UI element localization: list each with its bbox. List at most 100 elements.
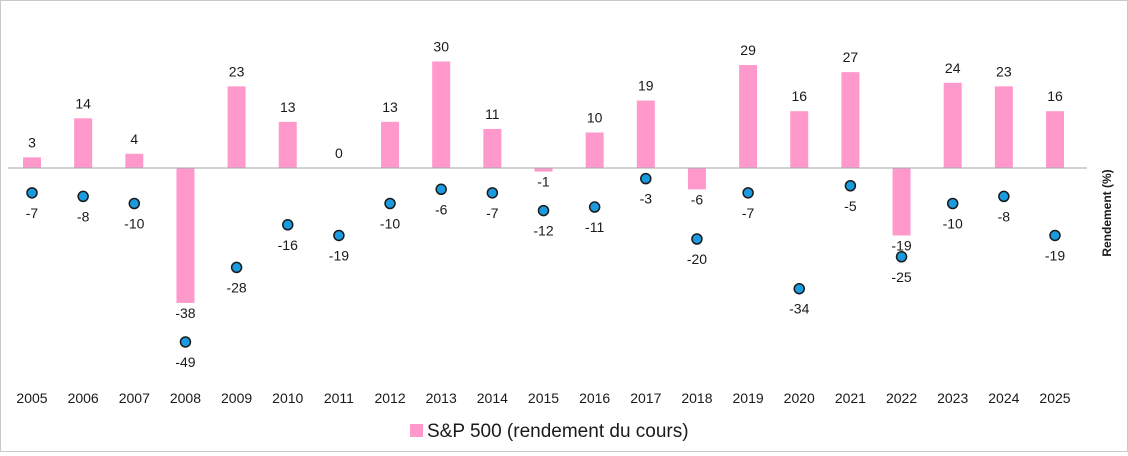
bar-2015 (535, 168, 553, 172)
bar-value-label-2020: 16 (791, 88, 807, 104)
point-2025 (1050, 230, 1060, 240)
point-value-label-2014: -7 (486, 205, 499, 221)
bar-value-label-2009: 23 (229, 63, 245, 79)
bar-value-label-2021: 27 (843, 49, 859, 65)
x-tick-2012: 2012 (374, 390, 405, 406)
point-value-label-2009: -28 (226, 279, 246, 295)
point-2023 (948, 199, 958, 209)
x-tick-2007: 2007 (119, 390, 150, 406)
point-value-label-2006: -8 (77, 208, 90, 224)
bar-value-label-2006: 14 (75, 95, 91, 111)
bar-2018 (688, 168, 706, 189)
x-tick-2017: 2017 (630, 390, 661, 406)
legend-swatch (410, 424, 423, 437)
bar-2014 (483, 129, 501, 168)
bar-2007 (125, 154, 143, 168)
point-2009 (232, 262, 242, 272)
y-axis-label: Rendement (%) (1100, 169, 1114, 256)
point-2015 (539, 206, 549, 216)
bar-2024 (995, 86, 1013, 168)
point-value-label-2023: -10 (943, 216, 963, 232)
bar-value-label-2010: 13 (280, 99, 296, 115)
bar-value-label-2013: 30 (433, 39, 449, 55)
point-value-label-2022: -25 (891, 269, 911, 285)
bar-value-label-2023: 24 (945, 60, 961, 76)
x-tick-2010: 2010 (272, 390, 303, 406)
bar-2022 (893, 168, 911, 235)
point-2018 (692, 234, 702, 244)
bar-2017 (637, 101, 655, 168)
x-tick-labels: 2005 2006 2007 2008 2009 2010 2011 2012 2013 2014… (16, 390, 1070, 406)
bar-2013 (432, 62, 450, 169)
x-tick-2018: 2018 (681, 390, 712, 406)
bar-value-label-2019: 29 (740, 42, 756, 58)
point-2007 (129, 199, 139, 209)
legend: S&P 500 (rendement du cours) (410, 421, 689, 442)
bar-value-label-2005: 3 (28, 134, 36, 150)
point-value-label-2011: -19 (329, 247, 349, 263)
bar-2020 (790, 111, 808, 168)
bar-2012 (381, 122, 399, 168)
point-value-label-2005: -7 (26, 205, 39, 221)
point-value-label-2007: -10 (124, 216, 144, 232)
bar-value-label-2014: 11 (485, 106, 500, 122)
bar-2006 (74, 118, 92, 168)
bar-value-label-2011: 0 (335, 145, 343, 161)
point-2013 (436, 184, 446, 194)
bar-value-label-2024: 23 (996, 63, 1012, 79)
point-2016 (590, 202, 600, 212)
x-tick-2014: 2014 (477, 390, 508, 406)
point-value-label-2019: -7 (742, 205, 755, 221)
x-tick-2011: 2011 (324, 390, 354, 406)
bar-2019 (739, 65, 757, 168)
point-2010 (283, 220, 293, 230)
bar-value-label-2022: -19 (891, 237, 911, 253)
x-tick-2013: 2013 (426, 390, 457, 406)
bar-value-label-2007: 4 (130, 131, 138, 147)
bar-2025 (1046, 111, 1064, 168)
bar-2023 (944, 83, 962, 168)
point-2019 (743, 188, 753, 198)
x-tick-2008: 2008 (170, 390, 201, 406)
bar-2016 (586, 133, 604, 169)
point-value-label-2015: -12 (533, 223, 553, 239)
x-tick-2024: 2024 (988, 390, 1019, 406)
point-value-label-2017: -3 (640, 191, 653, 207)
bar-value-label-2025: 16 (1047, 88, 1063, 104)
bar-value-label-2016: 10 (587, 110, 603, 126)
point-2020 (794, 284, 804, 294)
bar-value-label-2008: -38 (175, 305, 195, 321)
bar-value-label-2015: -1 (537, 174, 550, 190)
x-tick-2023: 2023 (937, 390, 968, 406)
point-2024 (999, 191, 1009, 201)
point-value-label-2024: -8 (998, 208, 1011, 224)
point-2012 (385, 199, 395, 209)
x-tick-2005: 2005 (16, 390, 47, 406)
point-2008 (180, 337, 190, 347)
point-value-label-2008: -49 (175, 354, 195, 370)
x-tick-2019: 2019 (733, 390, 764, 406)
x-tick-2006: 2006 (68, 390, 99, 406)
point-value-label-2021: -5 (844, 198, 857, 214)
point-2014 (487, 188, 497, 198)
bar-2021 (841, 72, 859, 168)
x-tick-2021: 2021 (835, 390, 866, 406)
bar-value-label-2017: 19 (638, 78, 654, 94)
legend-label: S&P 500 (rendement du cours) (427, 421, 689, 442)
point-2005 (27, 188, 37, 198)
x-tick-2016: 2016 (579, 390, 610, 406)
bar-2009 (228, 86, 246, 168)
x-tick-2022: 2022 (886, 390, 917, 406)
point-value-label-2018: -20 (687, 251, 707, 267)
bar-2008 (176, 168, 194, 303)
bar-2005 (23, 157, 41, 168)
bar-2010 (279, 122, 297, 168)
x-tick-2020: 2020 (784, 390, 815, 406)
bar-value-label-2012: 13 (382, 99, 398, 115)
point-2011 (334, 230, 344, 240)
x-tick-2009: 2009 (221, 390, 252, 406)
point-2017 (641, 174, 651, 184)
point-value-label-2016: -11 (585, 219, 604, 235)
